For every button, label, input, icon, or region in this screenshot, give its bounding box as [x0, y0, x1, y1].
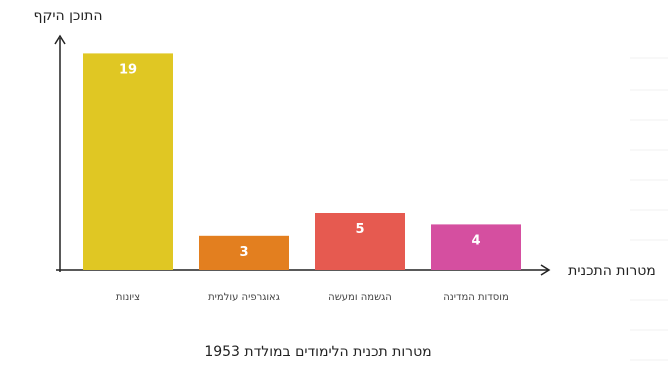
data-label-2: 3	[239, 245, 248, 260]
x-tick-label-3: הגשמה ומעשה	[328, 292, 392, 303]
x-tick-label-4: מוסדות המדינה	[443, 292, 509, 303]
y-axis-title: התוכן היקף	[34, 8, 103, 24]
background-lines	[630, 57, 668, 361]
x-axis-title: מטרות התכנית	[568, 263, 656, 279]
chart-caption: מטרות תכנית הלימודים במולדת 1953	[204, 344, 431, 360]
bar-3	[315, 213, 405, 270]
x-tick-label-2: גאוגרפיה עולמית	[208, 292, 280, 303]
data-label-1: 19	[119, 62, 137, 77]
bar-2	[199, 235, 289, 270]
data-label-3: 5	[355, 222, 364, 237]
bar-4	[431, 224, 521, 270]
y-axis	[54, 34, 66, 272]
bar-1	[83, 53, 173, 271]
x-tick-label-1: ציונות	[116, 292, 140, 303]
bars-group: 19 ציונות 3 גאוגרפיה עולמית 5 הגשמה ומעשה 4 מוס…	[83, 53, 521, 303]
data-label-4: 4	[471, 233, 480, 248]
